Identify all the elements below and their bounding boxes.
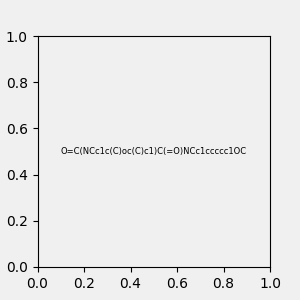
Text: O=C(NCc1c(C)oc(C)c1)C(=O)NCc1ccccc1OC: O=C(NCc1c(C)oc(C)c1)C(=O)NCc1ccccc1OC bbox=[61, 147, 247, 156]
